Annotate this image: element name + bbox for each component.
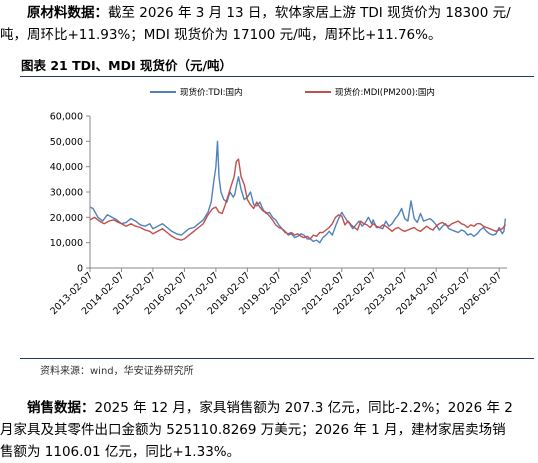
legend-mdi-label: 现货价:MDI(PM200):国内 — [335, 87, 435, 98]
x-axis-ticks: 2013-02-072014-02-072015-02-072016-02-07… — [48, 268, 504, 317]
raw-material-heading: 原材料数据： — [27, 5, 108, 21]
chart-legend: 现货价:TDI:国内 现货价:MDI(PM200):国内 — [150, 87, 435, 98]
y-tick-label: 0 — [77, 264, 83, 275]
y-axis-ticks: 60,000 50,000 40,000 30,000 20,000 10,000 0 — [50, 112, 90, 275]
price-chart: 现货价:TDI:国内 现货价:MDI(PM200):国内 60,000 50,00… — [48, 87, 507, 317]
legend-tdi-label: 现货价:TDI:国内 — [180, 87, 242, 98]
y-tick-label: 60,000 — [50, 112, 83, 123]
raw-material-text-1: 截至 2026 年 3 月 13 日，软体家居上游 TDI 现货价为 18300… — [108, 5, 511, 21]
sales-line-2: 月家具及其零件出口金额为 525110.8269 万美元；2026 年 1 月，… — [0, 422, 506, 438]
sales-line-1: 销售数据：2025 年 12 月，家具销售额为 207.3 亿元，同比-2.2%… — [0, 397, 538, 419]
chart-source: 资料来源：wind，华安证券研究所 — [40, 366, 194, 377]
series-line-mdi — [89, 158, 506, 241]
figure-title-rule — [20, 76, 534, 77]
series-line-tdi — [89, 140, 507, 244]
sales-text-1: 2025 年 12 月，家具销售额为 207.3 亿元，同比-2.2%；2026… — [94, 400, 513, 416]
y-tick-label: 40,000 — [50, 162, 83, 173]
raw-material-paragraph: 原材料数据：截至 2026 年 3 月 13 日，软体家居上游 TDI 现货价为… — [0, 2, 538, 46]
y-tick-label: 30,000 — [50, 188, 83, 199]
y-tick-label: 10,000 — [50, 238, 83, 249]
figure-title: 图表 21 TDI、MDI 现货价（元/吨） — [21, 58, 233, 73]
sales-paragraph: 销售数据：2025 年 12 月，家具销售额为 207.3 亿元，同比-2.2%… — [0, 397, 538, 463]
sales-line-3: 售额为 1106.01 亿元，同比+1.33%。 — [0, 444, 241, 460]
y-tick-label: 50,000 — [50, 137, 83, 148]
raw-material-line-1: 原材料数据：截至 2026 年 3 月 13 日，软体家居上游 TDI 现货价为… — [0, 2, 538, 24]
raw-material-line-2: 吨，周环比+11.93%；MDI 现货价为 17100 元/吨，周环比+11.7… — [0, 27, 442, 43]
series-layer — [89, 140, 507, 244]
sales-heading: 销售数据： — [27, 400, 95, 416]
source-rule — [20, 358, 534, 359]
y-tick-label: 20,000 — [50, 213, 83, 224]
